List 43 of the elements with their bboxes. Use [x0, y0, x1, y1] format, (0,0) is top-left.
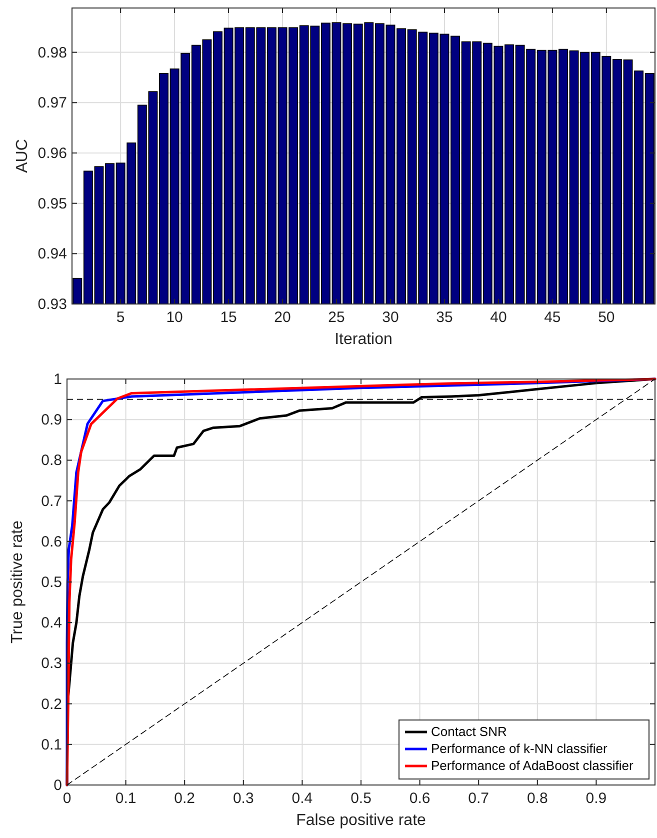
- legend-label: Performance of AdaBoost classifier: [431, 758, 634, 773]
- x-tick-label: 0.8: [526, 790, 548, 807]
- y-tick-label: 0.9: [41, 412, 62, 429]
- x-tick-label: 0.4: [292, 790, 313, 807]
- x-tick-label: 5: [116, 309, 125, 326]
- y-tick-label: 0.2: [41, 696, 62, 713]
- x-tick-label: 0.5: [350, 790, 372, 807]
- y-tick-label: 0.5: [41, 574, 62, 591]
- y-tick-label: 1: [54, 371, 62, 388]
- x-tick-label: 20: [274, 309, 291, 326]
- x-tick-label: 35: [436, 309, 453, 326]
- y-tick-label: 0.3: [41, 655, 62, 672]
- y-tick-label: 0.6: [41, 533, 62, 550]
- y-tick-label: 0.97: [38, 94, 67, 112]
- y-tick-label: 0.4: [41, 614, 62, 632]
- y-tick-label: 0.96: [38, 144, 67, 162]
- y-tick-label: 0.1: [41, 736, 62, 754]
- x-axis-title: False positive rate: [296, 812, 426, 829]
- y-tick-label: 0: [54, 777, 62, 794]
- y-tick-label: 0.8: [41, 452, 62, 470]
- y-tick-label: 0.93: [38, 296, 67, 313]
- x-tick-label: 0.9: [586, 790, 607, 807]
- y-tick-label: 0.98: [38, 44, 67, 62]
- x-tick-label: 10: [166, 309, 183, 326]
- x-tick-label: 0.6: [409, 790, 430, 807]
- x-tick-label: 40: [490, 309, 507, 326]
- x-tick-label: 15: [220, 309, 237, 326]
- x-tick-label: 0.1: [115, 790, 136, 807]
- x-tick-label: 0.2: [174, 790, 196, 807]
- y-tick-label: 0.7: [41, 492, 62, 510]
- x-axis-title: Iteration: [334, 331, 392, 348]
- x-tick-label: 50: [598, 309, 615, 326]
- x-tick-label: 25: [328, 309, 345, 326]
- y-tick-label: 0.95: [38, 195, 67, 212]
- legend-label: Performance of k-NN classifier: [431, 741, 608, 756]
- x-tick-label: 30: [382, 309, 399, 326]
- x-tick-label: 0.3: [232, 790, 254, 807]
- x-tick-label: 0.7: [468, 790, 490, 807]
- y-axis-title: AUC: [14, 139, 31, 173]
- x-tick-label: 45: [544, 309, 561, 326]
- y-tick-label: 0.94: [38, 246, 67, 263]
- y-axis-title: True positive rate: [9, 520, 26, 644]
- legend-label: Contact SNR: [431, 724, 507, 739]
